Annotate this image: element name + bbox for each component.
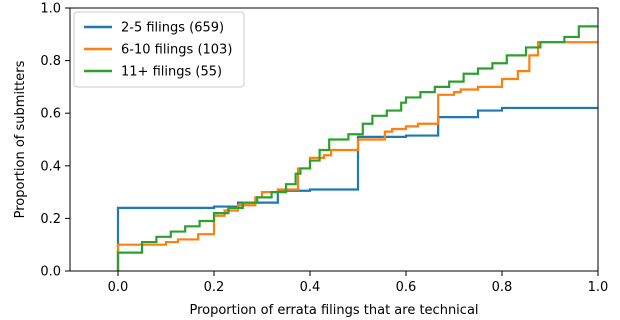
x-tick-label: 0.4 (300, 280, 321, 295)
legend: 2-5 filings (659) 6-10 filings (103) 11+ f… (73, 11, 245, 88)
series-line-1 (116, 106, 598, 271)
x-tick-label: 0.0 (108, 280, 129, 295)
x-tick-label: 0.6 (396, 280, 417, 295)
y-tick-label: 1.0 (40, 2, 61, 17)
ticks-layer: 0.0 0.2 0.4 0.6 0.8 1.0 0.0 0.2 0.4 0.6 0.8 1.0 (40, 2, 608, 296)
series-line-3 (116, 25, 598, 271)
x-axis-label: Proportion of errata filings that are te… (189, 303, 478, 318)
legend-box (73, 11, 245, 88)
series-layer (116, 25, 598, 271)
y-tick-label: 0.6 (40, 107, 61, 122)
y-tick-label: 0.4 (40, 159, 61, 174)
legend-label-1: 2-5 filings (659) (121, 21, 224, 36)
series-line-2 (116, 41, 598, 271)
x-tick-label: 1.0 (588, 280, 609, 295)
y-tick-label: 0.2 (40, 212, 61, 227)
plot-frame (69, 7, 599, 272)
legend-label-3: 11+ filings (55) (121, 65, 222, 80)
y-tick-label: 0.8 (40, 54, 61, 69)
x-tick-label: 0.8 (492, 280, 513, 295)
y-axis-label: Proportion of submitters (13, 60, 28, 218)
y-tick-label: 0.0 (40, 265, 61, 280)
x-tick-label: 0.2 (204, 280, 225, 295)
legend-label-2: 6-10 filings (103) (121, 43, 232, 58)
